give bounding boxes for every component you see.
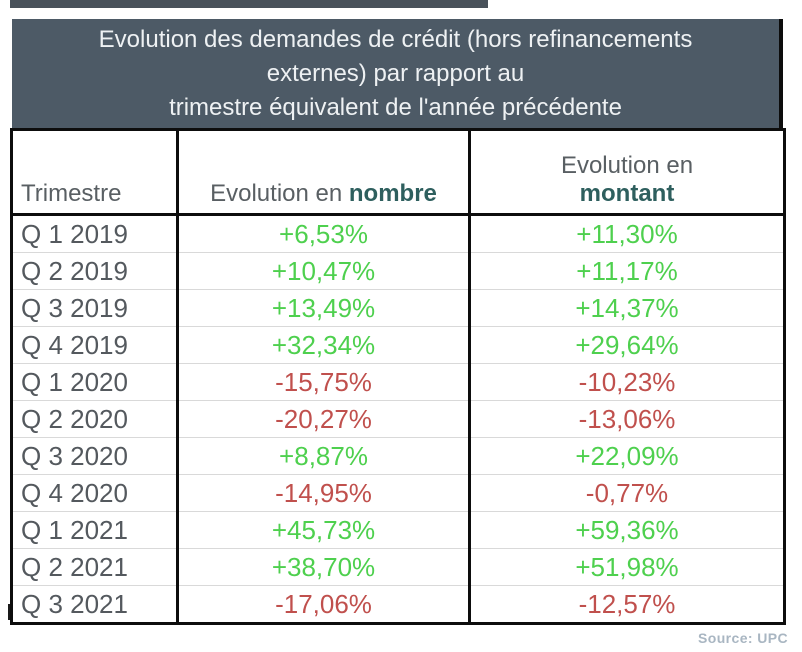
header-evolution-nombre: Evolution en nombre [176,129,470,216]
montant-cell: -0,77% [468,474,785,512]
montant-cell: +11,17% [468,252,785,290]
montant-cell: +51,98% [468,548,785,586]
quarter-cell: Q 4 2020 [11,474,178,512]
nombre-cell: -17,06% [176,585,470,624]
table-row: Q 2 2020 -20,27% -13,06% [11,400,785,438]
table-row: Q 3 2021 -17,06% -12,57% [11,585,785,624]
quarter-cell: Q 3 2019 [11,289,178,327]
credit-evolution-table: Trimestre Evolution en nombre Evolution … [10,128,786,625]
table-header: Trimestre Evolution en nombre Evolution … [11,129,785,216]
nombre-cell: -20,27% [176,400,470,438]
montant-cell: +29,64% [468,326,785,364]
header-evolution-montant: Evolution en montant [468,129,785,216]
table-corner-artifact [8,604,10,620]
montant-cell: -13,06% [468,400,785,438]
title-line-1: Evolution des demandes de crédit (hors r… [98,25,693,53]
title-line-3: trimestre équivalent de l'année précéden… [169,93,622,121]
table-row: Q 3 2020 +8,87% +22,09% [11,437,785,475]
header-evolution-montant-bold: montant [579,180,675,207]
quarter-cell: Q 4 2019 [11,326,178,364]
table-row: Q 1 2021 +45,73% +59,36% [11,511,785,549]
nombre-cell: +32,34% [176,326,470,364]
table-row: Q 2 2019 +10,47% +11,17% [11,252,785,290]
montant-cell: -12,57% [468,585,785,624]
credit-evolution-table-wrap: Trimestre Evolution en nombre Evolution … [10,128,786,625]
montant-cell: +59,36% [468,511,785,549]
table-row: Q 4 2020 -14,95% -0,77% [11,474,785,512]
table-row: Q 4 2019 +32,34% +29,64% [11,326,785,364]
table-row: Q 2 2021 +38,70% +51,98% [11,548,785,586]
nombre-cell: -15,75% [176,363,470,401]
table-row: Q 3 2019 +13,49% +14,37% [11,289,785,327]
table-row: Q 1 2020 -15,75% -10,23% [11,363,785,401]
quarter-cell: Q 2 2021 [11,548,178,586]
quarter-cell: Q 1 2020 [11,363,178,401]
nombre-cell: +6,53% [176,214,470,253]
quarter-cell: Q 1 2021 [11,511,178,549]
nombre-cell: +38,70% [176,548,470,586]
header-evolution-montant-prefix: Evolution en [560,152,694,179]
montant-cell: +11,30% [468,214,785,253]
nombre-cell: +13,49% [176,289,470,327]
quarter-cell: Q 3 2021 [11,585,178,624]
header-trimestre: Trimestre [11,129,178,216]
nombre-cell: +45,73% [176,511,470,549]
quarter-cell: Q 3 2020 [11,437,178,475]
quarter-cell: Q 2 2019 [11,252,178,290]
montant-cell: +14,37% [468,289,785,327]
nombre-cell: -14,95% [176,474,470,512]
nombre-cell: +8,87% [176,437,470,475]
table-title-banner: Evolution des demandes de crédit (hors r… [12,19,783,128]
nombre-cell: +10,47% [176,252,470,290]
cropped-top-bar [10,0,488,8]
quarter-cell: Q 2 2020 [11,400,178,438]
quarter-cell: Q 1 2019 [11,214,178,253]
table-body: Q 1 2019 +6,53% +11,30% Q 2 2019 +10,47%… [11,214,785,624]
title-line-2: externes) par rapport au [266,59,525,87]
source-credit: Source: UPC [698,630,788,646]
montant-cell: +22,09% [468,437,785,475]
header-evolution-nombre-bold: nombre [348,180,437,207]
header-evolution-nombre-prefix: Evolution en [210,180,349,207]
table-row: Q 1 2019 +6,53% +11,30% [11,214,785,253]
montant-cell: -10,23% [468,363,785,401]
